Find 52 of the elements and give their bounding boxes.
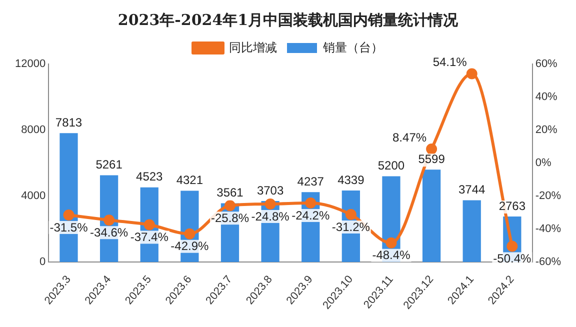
y2-tick-label: 40% [535, 91, 558, 104]
data-label: 3561 [216, 186, 244, 200]
point [184, 228, 196, 240]
y-tick-label: 0 [39, 256, 46, 268]
point [305, 197, 316, 208]
point [104, 214, 115, 226]
data-label: -37.4% [130, 230, 169, 244]
data-label: -50.4% [493, 252, 532, 266]
data-label: -25.8% [210, 210, 250, 225]
data-label: 5200 [378, 158, 405, 173]
bar [462, 200, 481, 262]
data-label: 2763 [498, 198, 526, 213]
data-label: -42.9% [170, 239, 210, 254]
y2-tick-label: 0% [535, 157, 552, 170]
data-label: 3744 [458, 182, 486, 197]
data-label: 3703 [256, 183, 284, 198]
data-label: -31.2% [332, 220, 370, 234]
bar [422, 170, 441, 262]
point [466, 68, 478, 80]
y2-tick-label: -40% [535, 223, 562, 236]
point [144, 219, 155, 230]
data-label: -31.5% [50, 220, 88, 234]
y2-tick-label: 60% [535, 58, 558, 70]
point [506, 240, 518, 252]
data-label: 5261 [96, 158, 123, 172]
data-label: 54.1% [432, 55, 468, 70]
y2-tick-label: -20% [535, 190, 562, 202]
y-tick-label: 12000 [14, 58, 46, 70]
point [224, 200, 236, 212]
y2-tick-label: -60% [535, 256, 562, 268]
data-label: 4339 [338, 172, 365, 187]
data-label: 5599 [418, 152, 446, 166]
point [345, 209, 356, 220]
point [426, 144, 438, 155]
chart-title: 2023年-2024年1月中国装载机国内销量统计情况 [118, 10, 460, 29]
y2-tick-label: 20% [535, 124, 558, 136]
point [264, 198, 276, 210]
point [386, 237, 397, 248]
data-label: -34.6% [90, 225, 128, 240]
legend-label: 同比增减 [229, 40, 277, 54]
data-label: 7813 [55, 115, 82, 130]
data-label: -24.8% [251, 209, 290, 224]
y-tick-label: 8000 [21, 124, 46, 136]
point [63, 210, 74, 221]
data-label: 4523 [136, 170, 164, 184]
y-tick-label: 4000 [21, 190, 46, 202]
data-label: -24.2% [292, 208, 330, 222]
data-label: -48.4% [372, 248, 411, 262]
data-label: 4321 [176, 173, 204, 188]
data-label: 4237 [297, 174, 324, 188]
legend-label: 销量（台） [322, 40, 383, 54]
data-label: 8.47% [392, 130, 427, 144]
